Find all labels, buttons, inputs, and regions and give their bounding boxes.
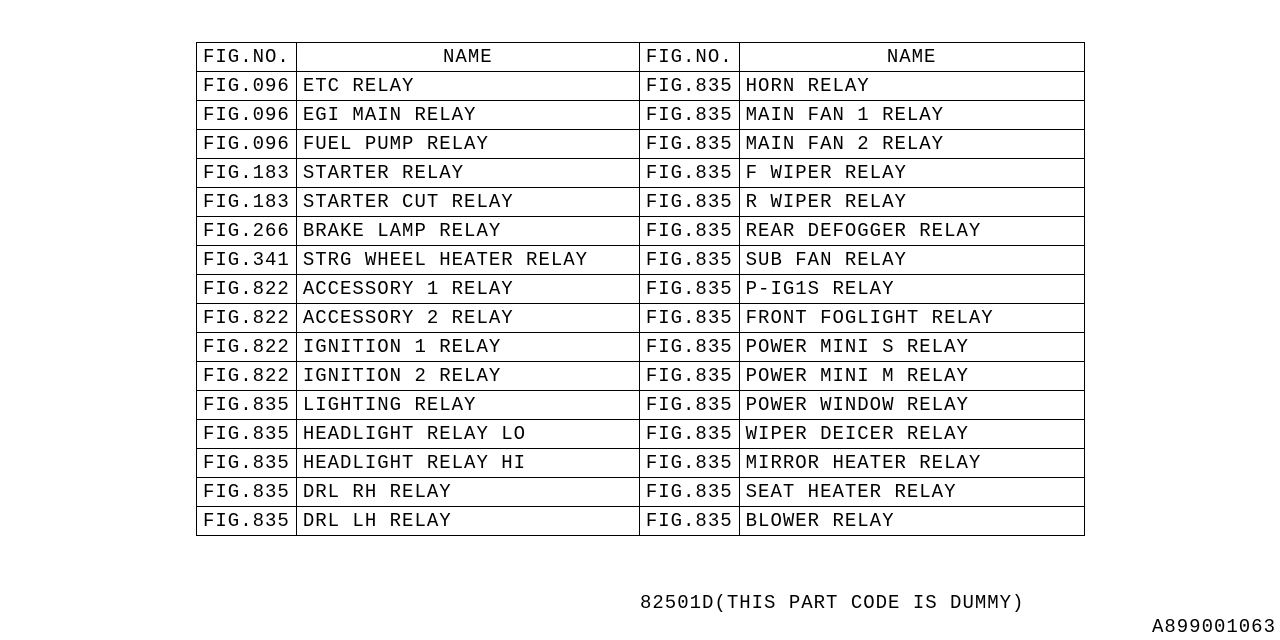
cell-fig-right: FIG.835 [639, 304, 739, 333]
header-fig-right: FIG.NO. [639, 43, 739, 72]
table-row: FIG.096ETC RELAYFIG.835HORN RELAY [197, 72, 1085, 101]
cell-name-right: BLOWER RELAY [739, 507, 1084, 536]
relay-table: FIG.NO. NAME FIG.NO. NAME FIG.096ETC REL… [196, 42, 1085, 536]
cell-fig-left: FIG.835 [197, 449, 297, 478]
cell-fig-right: FIG.835 [639, 333, 739, 362]
header-name-right: NAME [739, 43, 1084, 72]
cell-fig-right: FIG.835 [639, 391, 739, 420]
cell-name-right: REAR DEFOGGER RELAY [739, 217, 1084, 246]
cell-fig-left: FIG.835 [197, 507, 297, 536]
table-row: FIG.822ACCESSORY 2 RELAYFIG.835FRONT FOG… [197, 304, 1085, 333]
cell-name-right: MIRROR HEATER RELAY [739, 449, 1084, 478]
cell-fig-left: FIG.096 [197, 72, 297, 101]
cell-name-right: P-IG1S RELAY [739, 275, 1084, 304]
table-row: FIG.835DRL LH RELAYFIG.835BLOWER RELAY [197, 507, 1085, 536]
cell-fig-right: FIG.835 [639, 362, 739, 391]
table-row: FIG.822ACCESSORY 1 RELAYFIG.835P-IG1S RE… [197, 275, 1085, 304]
cell-name-left: IGNITION 2 RELAY [296, 362, 639, 391]
table-row: FIG.822IGNITION 1 RELAYFIG.835POWER MINI… [197, 333, 1085, 362]
table-row: FIG.835LIGHTING RELAYFIG.835POWER WINDOW… [197, 391, 1085, 420]
cell-fig-right: FIG.835 [639, 101, 739, 130]
cell-name-right: FRONT FOGLIGHT RELAY [739, 304, 1084, 333]
cell-fig-right: FIG.835 [639, 275, 739, 304]
cell-fig-left: FIG.822 [197, 362, 297, 391]
cell-name-left: DRL RH RELAY [296, 478, 639, 507]
cell-name-right: POWER MINI M RELAY [739, 362, 1084, 391]
table-row: FIG.835HEADLIGHT RELAY HIFIG.835MIRROR H… [197, 449, 1085, 478]
cell-fig-left: FIG.822 [197, 304, 297, 333]
cell-name-right: POWER MINI S RELAY [739, 333, 1084, 362]
cell-name-left: ETC RELAY [296, 72, 639, 101]
cell-name-left: DRL LH RELAY [296, 507, 639, 536]
table-row: FIG.835DRL RH RELAYFIG.835SEAT HEATER RE… [197, 478, 1085, 507]
cell-name-right: POWER WINDOW RELAY [739, 391, 1084, 420]
cell-name-right: R WIPER RELAY [739, 188, 1084, 217]
cell-fig-right: FIG.835 [639, 420, 739, 449]
page: FIG.NO. NAME FIG.NO. NAME FIG.096ETC REL… [0, 0, 1280, 640]
cell-name-right: HORN RELAY [739, 72, 1084, 101]
cell-name-right: SUB FAN RELAY [739, 246, 1084, 275]
table-row: FIG.822IGNITION 2 RELAYFIG.835POWER MINI… [197, 362, 1085, 391]
cell-fig-right: FIG.835 [639, 246, 739, 275]
cell-fig-left: FIG.835 [197, 391, 297, 420]
cell-fig-left: FIG.183 [197, 159, 297, 188]
cell-fig-right: FIG.835 [639, 72, 739, 101]
cell-name-left: HEADLIGHT RELAY HI [296, 449, 639, 478]
cell-name-left: STARTER RELAY [296, 159, 639, 188]
cell-name-right: MAIN FAN 2 RELAY [739, 130, 1084, 159]
cell-fig-right: FIG.835 [639, 217, 739, 246]
cell-name-right: SEAT HEATER RELAY [739, 478, 1084, 507]
cell-name-right: F WIPER RELAY [739, 159, 1084, 188]
cell-fig-left: FIG.341 [197, 246, 297, 275]
cell-fig-left: FIG.835 [197, 420, 297, 449]
cell-name-left: EGI MAIN RELAY [296, 101, 639, 130]
table-row: FIG.341STRG WHEEL HEATER RELAYFIG.835SUB… [197, 246, 1085, 275]
cell-fig-left: FIG.822 [197, 275, 297, 304]
cell-fig-right: FIG.835 [639, 507, 739, 536]
table-row: FIG.183STARTER RELAYFIG.835F WIPER RELAY [197, 159, 1085, 188]
header-fig-left: FIG.NO. [197, 43, 297, 72]
table-header-row: FIG.NO. NAME FIG.NO. NAME [197, 43, 1085, 72]
cell-name-left: ACCESSORY 2 RELAY [296, 304, 639, 333]
table-row: FIG.266BRAKE LAMP RELAYFIG.835REAR DEFOG… [197, 217, 1085, 246]
cell-fig-right: FIG.835 [639, 188, 739, 217]
table-row: FIG.096EGI MAIN RELAYFIG.835MAIN FAN 1 R… [197, 101, 1085, 130]
cell-name-left: IGNITION 1 RELAY [296, 333, 639, 362]
cell-fig-right: FIG.835 [639, 159, 739, 188]
cell-name-left: STARTER CUT RELAY [296, 188, 639, 217]
cell-fig-left: FIG.096 [197, 101, 297, 130]
table-body: FIG.096ETC RELAYFIG.835HORN RELAYFIG.096… [197, 72, 1085, 536]
cell-name-right: WIPER DEICER RELAY [739, 420, 1084, 449]
cell-fig-left: FIG.183 [197, 188, 297, 217]
cell-name-left: HEADLIGHT RELAY LO [296, 420, 639, 449]
cell-fig-right: FIG.835 [639, 478, 739, 507]
cell-fig-left: FIG.266 [197, 217, 297, 246]
cell-fig-left: FIG.822 [197, 333, 297, 362]
cell-name-left: BRAKE LAMP RELAY [296, 217, 639, 246]
cell-name-left: LIGHTING RELAY [296, 391, 639, 420]
cell-fig-right: FIG.835 [639, 130, 739, 159]
cell-fig-left: FIG.096 [197, 130, 297, 159]
cell-name-left: ACCESSORY 1 RELAY [296, 275, 639, 304]
cell-name-left: FUEL PUMP RELAY [296, 130, 639, 159]
part-id: A899001063 [1152, 616, 1276, 638]
footer-note: 82501D(THIS PART CODE IS DUMMY) [640, 592, 1024, 614]
table-row: FIG.096FUEL PUMP RELAYFIG.835MAIN FAN 2 … [197, 130, 1085, 159]
cell-fig-right: FIG.835 [639, 449, 739, 478]
cell-name-right: MAIN FAN 1 RELAY [739, 101, 1084, 130]
header-name-left: NAME [296, 43, 639, 72]
table-row: FIG.183STARTER CUT RELAYFIG.835R WIPER R… [197, 188, 1085, 217]
cell-fig-left: FIG.835 [197, 478, 297, 507]
table-row: FIG.835HEADLIGHT RELAY LOFIG.835WIPER DE… [197, 420, 1085, 449]
cell-name-left: STRG WHEEL HEATER RELAY [296, 246, 639, 275]
